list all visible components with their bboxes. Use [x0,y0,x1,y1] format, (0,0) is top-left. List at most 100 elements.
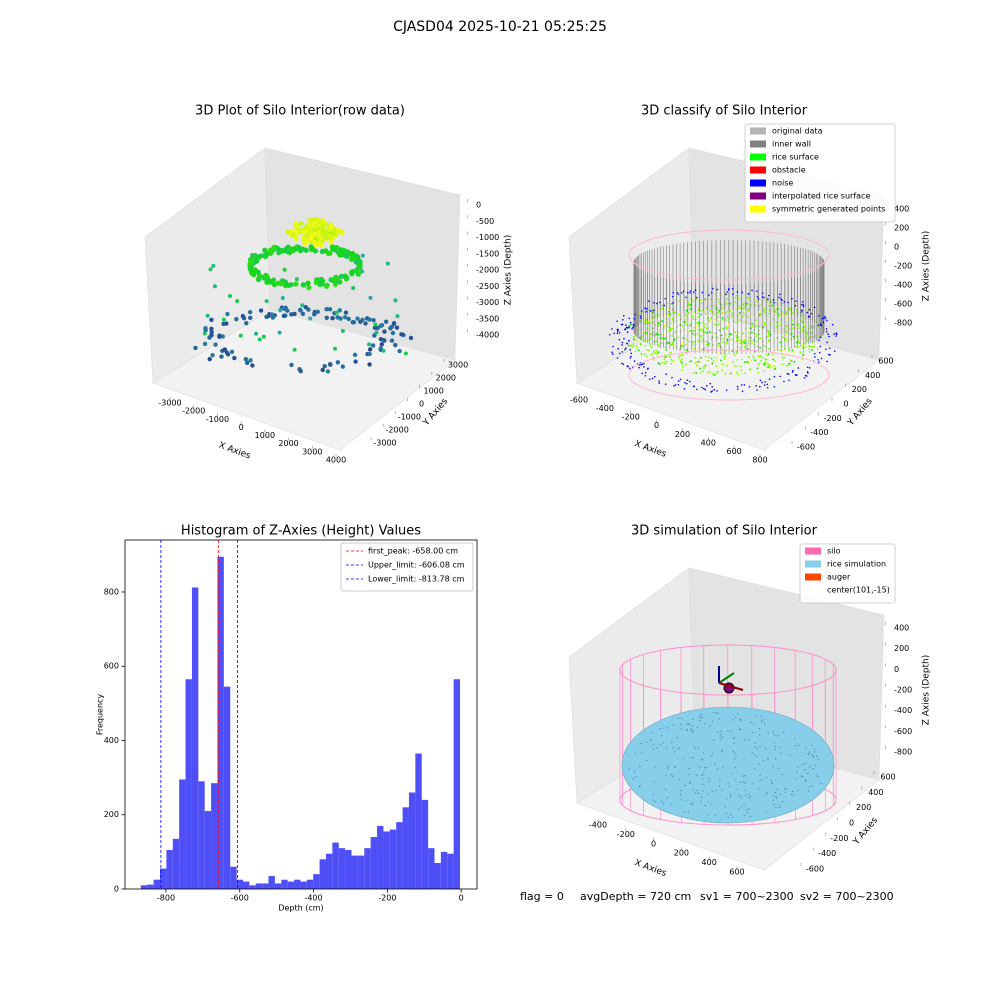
decor [800,775,802,777]
decor [691,725,694,727]
decor [797,367,800,369]
decor [330,315,335,321]
decor [803,376,806,379]
decor [648,349,650,352]
y-tick-label: -200 [824,414,842,423]
decor [747,308,750,311]
decor [696,364,699,367]
decor [775,325,778,328]
decor [700,717,702,719]
legend-label: auger [827,573,851,582]
decor [367,351,372,357]
z-tick-label: 400 [894,205,909,214]
bar [377,825,384,889]
decor [821,317,824,320]
decor [626,342,628,345]
decor [633,335,635,338]
decor [828,335,830,338]
decor [767,353,770,355]
decor [673,310,675,313]
decor [655,352,658,355]
decor [710,319,712,321]
decor [719,364,722,367]
decor [798,342,801,345]
decor [748,385,751,388]
decor [315,309,320,314]
decor [761,720,763,722]
y-tick-label: -1000 [398,413,421,422]
decor [704,313,707,315]
decor [718,718,720,720]
decor [293,281,299,287]
decor [277,330,282,335]
z-tick-label: -400 [894,281,912,290]
x-tick-label: -400 [596,404,614,413]
decor [744,311,746,314]
decor [707,342,710,345]
decor [247,309,253,315]
decor [644,307,646,309]
decor [719,735,721,737]
decor [777,735,779,737]
decor [698,360,700,363]
decor [716,344,719,346]
decor [285,229,291,235]
decor [641,363,643,365]
decor [269,312,275,317]
decor [736,346,739,348]
decor [308,316,313,321]
decor [708,778,710,780]
decor [763,310,765,313]
decor [634,313,636,316]
decor [689,290,692,292]
decor [776,789,779,791]
decor [744,794,746,797]
decor [711,390,713,392]
decor [783,731,785,733]
decor [778,767,780,769]
decor [695,325,698,328]
legend-box [799,543,896,604]
decor [835,335,837,337]
decor [774,745,776,747]
decor [385,261,390,266]
decor [695,361,698,363]
figure-title: CJASD04 2025-10-21 05:25:25 [393,19,607,35]
decor [689,781,691,783]
bar [230,866,237,889]
decor [685,323,688,326]
decor [682,345,684,347]
decor [727,324,729,326]
decor [711,372,714,375]
decor [699,361,702,364]
decor [693,745,695,748]
decor [660,363,663,365]
decor [773,375,776,378]
decor [229,349,235,355]
decor [333,346,338,351]
decor [718,309,721,312]
decor [203,326,208,331]
z-tick-label: 200 [894,644,909,653]
x-tick-label: -400 [304,894,322,903]
decor [696,333,699,335]
decor [735,340,738,342]
decor [652,321,655,324]
decor [694,289,697,291]
decor [310,232,316,238]
decor [716,315,718,318]
bar [453,679,461,889]
z-tick-label: 200 [894,224,909,233]
decor [625,324,627,326]
decor [661,320,664,323]
legend-swatch [750,166,766,174]
decor [704,355,707,358]
decor [740,796,743,798]
decor [655,333,657,336]
bar [262,883,269,889]
decor [781,774,784,776]
legend-label: symmetric generated points [772,205,885,214]
decor [797,346,800,349]
decor [801,358,804,361]
